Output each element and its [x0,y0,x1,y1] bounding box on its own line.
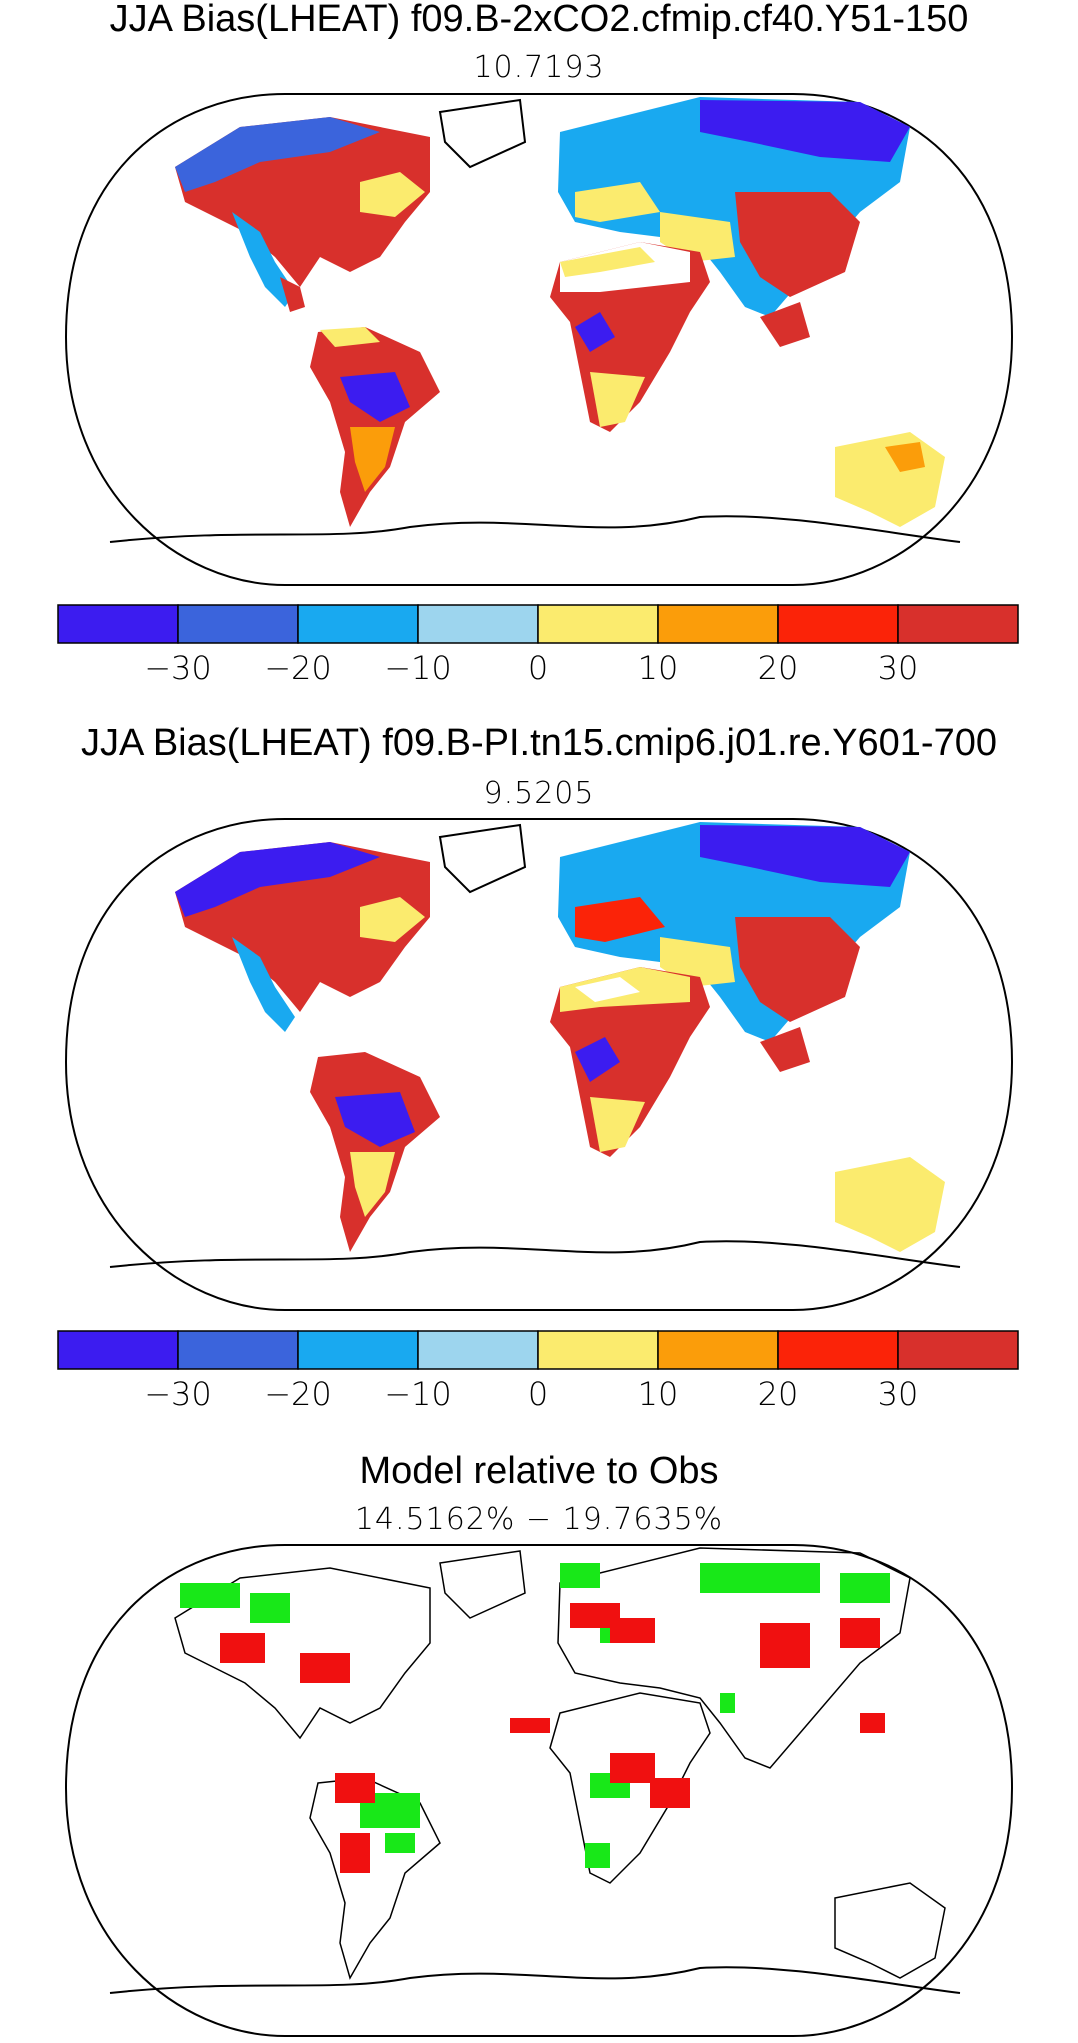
panel2-colorbar-swatch [177,1330,299,1370]
panel1-title: JJA Bias(LHEAT) f09.B-2xCO2.cfmip.cf40.Y… [109,0,969,40]
panel1-colorbar-tick-label: 20 [758,649,799,683]
panel1-subtitle: 10.7193 [473,50,605,85]
panel3-subtitle: 14.5162% − 19.7635% [354,1502,724,1537]
panel2-title: JJA Bias(LHEAT) f09.B-PI.tn15.cmip6.j01.… [81,722,997,764]
panel2-colorbar-swatch [657,1330,779,1370]
panel3-map [64,1544,1014,2037]
panel2-map [64,818,1014,1311]
panel2-colorbar-tick-label: 0 [528,1375,548,1409]
panel2-colorbar-tick-label: −10 [384,1375,452,1409]
panel1-map [64,93,1014,586]
panel3-title: Model relative to Obs [359,1450,719,1492]
panel2-colorbar-swatch [897,1330,1019,1370]
panel1-colorbar-swatch [297,604,419,644]
panel2-subtitle: 9.5205 [483,776,595,811]
panel1-colorbar-swatch [777,604,899,644]
panel2-colorbar-tick-label: 30 [878,1375,919,1409]
panel2-colorbar-tick-label: −30 [144,1375,212,1409]
panel1-colorbar-tick-label: 30 [878,649,919,683]
panel1-colorbar-swatch [657,604,779,644]
panel1-colorbar-swatch [897,604,1019,644]
panel1-colorbar-tick-label: −10 [384,649,452,683]
panel1-colorbar-swatch [177,604,299,644]
panel1-colorbar-tick-label: 10 [638,649,679,683]
panel2-colorbar-swatch [537,1330,659,1370]
panel1-colorbar-tick-label: −20 [264,649,332,683]
panel1-colorbar-swatch [417,604,539,644]
panel1-colorbar-swatch [537,604,659,644]
panel2-colorbar: −30 −20 −10 0 10 20 30 [57,1330,1019,1409]
panel2-colorbar-swatch [417,1330,539,1370]
panel1-colorbar-swatch [57,604,179,644]
panel2-colorbar-tick-label: −20 [264,1375,332,1409]
panel2-colorbar-swatch [777,1330,899,1370]
panel2-colorbar-tick-label: 20 [758,1375,799,1409]
panel2-colorbar-swatch [57,1330,179,1370]
panel1-colorbar-tick-label: 0 [528,649,548,683]
panel2-colorbar-swatch [297,1330,419,1370]
panel2-colorbar-tick-label: 10 [638,1375,679,1409]
panel1-colorbar: −30 −20 −10 0 10 20 30 [57,604,1019,683]
panel1-colorbar-tick-label: −30 [144,649,212,683]
